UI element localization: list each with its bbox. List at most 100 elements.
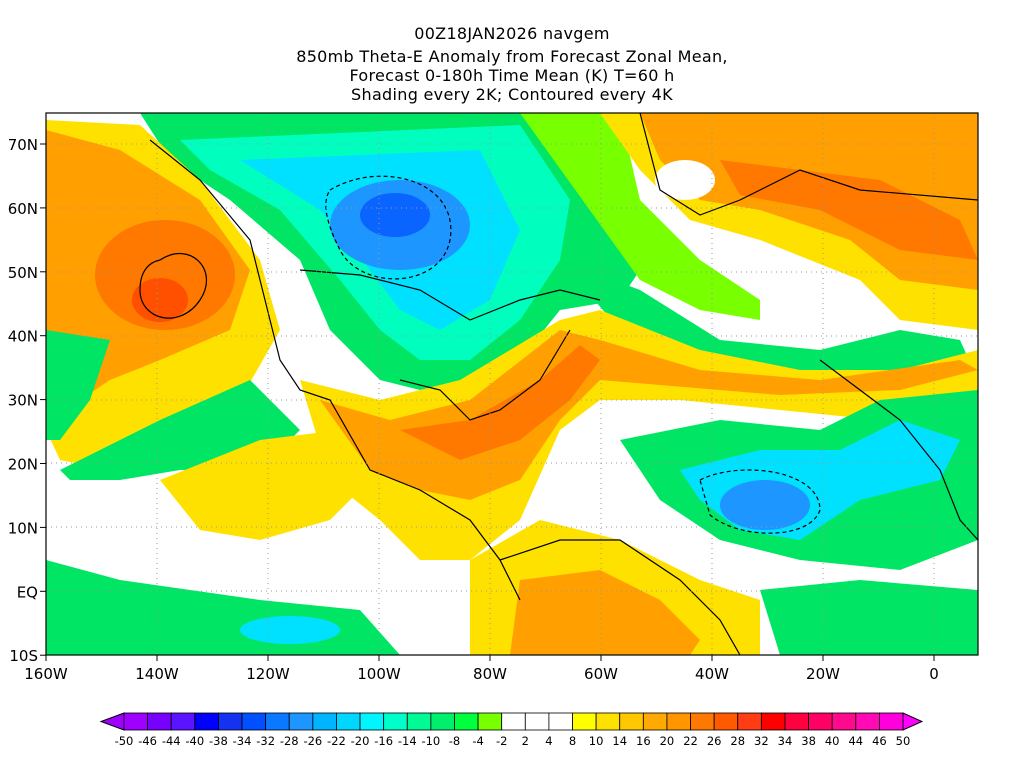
lat-tick-label: 10S [9, 647, 38, 665]
colorbar-swatch [737, 712, 762, 731]
south-america-orange [510, 570, 700, 655]
colorbar-label: 38 [801, 734, 816, 748]
colorbar-swatch [595, 712, 621, 731]
latitude-ticks: 70N 60N 50N 40N 30N 20N 10N EQ 10S [8, 136, 46, 665]
colorbar-swatch [265, 712, 290, 731]
colorbar-label: 28 [730, 734, 745, 748]
south-pacific-cyan [240, 616, 340, 644]
south-atlantic-green [760, 580, 978, 655]
lime-band [520, 113, 760, 320]
colorbar-label: 44 [848, 734, 863, 748]
pacific-green [46, 330, 110, 440]
lon-tick-label: 80W [473, 665, 507, 683]
colorbar: -50 -46 -44 -40 -38 -34 -32 -28 -26 -22 -20 -16 -14-… [99, 712, 924, 748]
lat-tick-label: 20N [8, 456, 38, 474]
colorbar-swatch [642, 712, 668, 731]
lon-tick-label: 160W [24, 665, 68, 683]
contours-coastlines [139, 113, 978, 655]
colorbar-label: 46 [872, 734, 887, 748]
colorbar-label: 2 [522, 734, 529, 748]
colorbar-swatch [666, 712, 691, 731]
colorbar-swatch [808, 712, 833, 731]
colorbar-label: -46 [138, 734, 157, 748]
colorbar-swatch [241, 712, 267, 731]
colorbar-label: 40 [825, 734, 840, 748]
colorbar-swatch [383, 712, 408, 731]
lon-tick-label: 60W [584, 665, 618, 683]
colorbar-label: -2 [496, 734, 507, 748]
colorbar-swatch [477, 712, 503, 731]
north-atlantic-warm-core [720, 160, 978, 260]
colorbar-label: 32 [754, 734, 769, 748]
title-line-4: Shading every 2K; Contoured every 4K [351, 85, 673, 104]
colorbar-label: -10 [421, 734, 440, 748]
lat-tick-label: 70N [8, 136, 38, 154]
title-line-1: 00Z18JAN2026 navgem [414, 24, 610, 43]
colorbar-label: 4 [545, 734, 552, 748]
colorbar-swatch [855, 712, 880, 731]
longitude-ticks: 160W 140W 120W 100W 80W 60W 40W 20W 0 [24, 655, 939, 683]
shaded-field [46, 113, 978, 655]
colorbar-swatch [194, 712, 219, 731]
lon-tick-label: 140W [135, 665, 179, 683]
colorbar-swatch [784, 712, 809, 731]
lat-tick-label: 40N [8, 328, 38, 346]
colorbar-swatch [430, 712, 455, 731]
colorbar-label: 34 [778, 734, 793, 748]
warm-band-orange [320, 330, 978, 500]
colorbar-label: 14 [612, 734, 627, 748]
tropical-atlantic-blue [720, 480, 810, 530]
colorbar-swatch [336, 712, 361, 731]
colorbar-swatch [524, 712, 550, 731]
colorbar-swatch [831, 712, 857, 731]
colorbar-swatch [123, 712, 149, 731]
colorbar-swatch [454, 712, 479, 731]
colorbar-label: -38 [209, 734, 228, 748]
colorbar-label: -34 [233, 734, 252, 748]
colorbar-label: 8 [569, 734, 576, 748]
colorbar-label: 20 [660, 734, 675, 748]
title-line-2: 850mb Theta-E Anomaly from Forecast Zona… [296, 47, 728, 66]
pacific-warm-max [132, 278, 188, 322]
colorbar-label: 50 [896, 734, 911, 748]
colorbar-label: -50 [115, 734, 134, 748]
greenland-white [655, 160, 715, 200]
colorbar-swatch [147, 712, 172, 731]
colorbar-swatch [288, 712, 314, 731]
lat-tick-label: 30N [8, 392, 38, 410]
colorbar-label: -28 [280, 734, 299, 748]
cold-anomaly-deep-core [360, 193, 430, 237]
lon-tick-label: 20W [806, 665, 840, 683]
lat-tick-label: 10N [8, 519, 38, 537]
lat-tick-label: EQ [17, 583, 38, 601]
colorbar-label: -8 [449, 734, 460, 748]
lon-tick-label: 100W [357, 665, 401, 683]
pacific-warm-core [95, 220, 235, 330]
colorbar-label: -14 [398, 734, 417, 748]
colorbar-swatch [548, 712, 573, 731]
title-line-3: Forecast 0-180h Time Mean (K) T=60 h [349, 66, 675, 85]
lon-tick-label: 40W [695, 665, 729, 683]
lon-tick-label: 0 [929, 665, 939, 683]
colorbar-swatch [572, 712, 597, 731]
colorbar-swatch [406, 712, 432, 731]
colorbar-swatch [218, 712, 243, 731]
colorbar-label: -40 [185, 734, 204, 748]
lon-tick-label: 120W [246, 665, 290, 683]
colorbar-swatch [690, 712, 715, 731]
colorbar-label: -22 [327, 734, 346, 748]
colorbar-under-arrow [99, 712, 125, 731]
lat-lon-grid [46, 113, 978, 655]
colorbar-swatch [170, 712, 196, 731]
colorbar-label: -32 [256, 734, 275, 748]
colorbar-swatch [501, 712, 526, 731]
colorbar-label: 26 [707, 734, 722, 748]
plot-frame [45, 112, 979, 656]
colorbar-label: -16 [374, 734, 393, 748]
colorbar-label: -44 [162, 734, 181, 748]
colorbar-label: 10 [589, 734, 604, 748]
colorbar-label: -20 [351, 734, 370, 748]
colorbar-label: -26 [303, 734, 322, 748]
colorbar-label: 22 [683, 734, 698, 748]
